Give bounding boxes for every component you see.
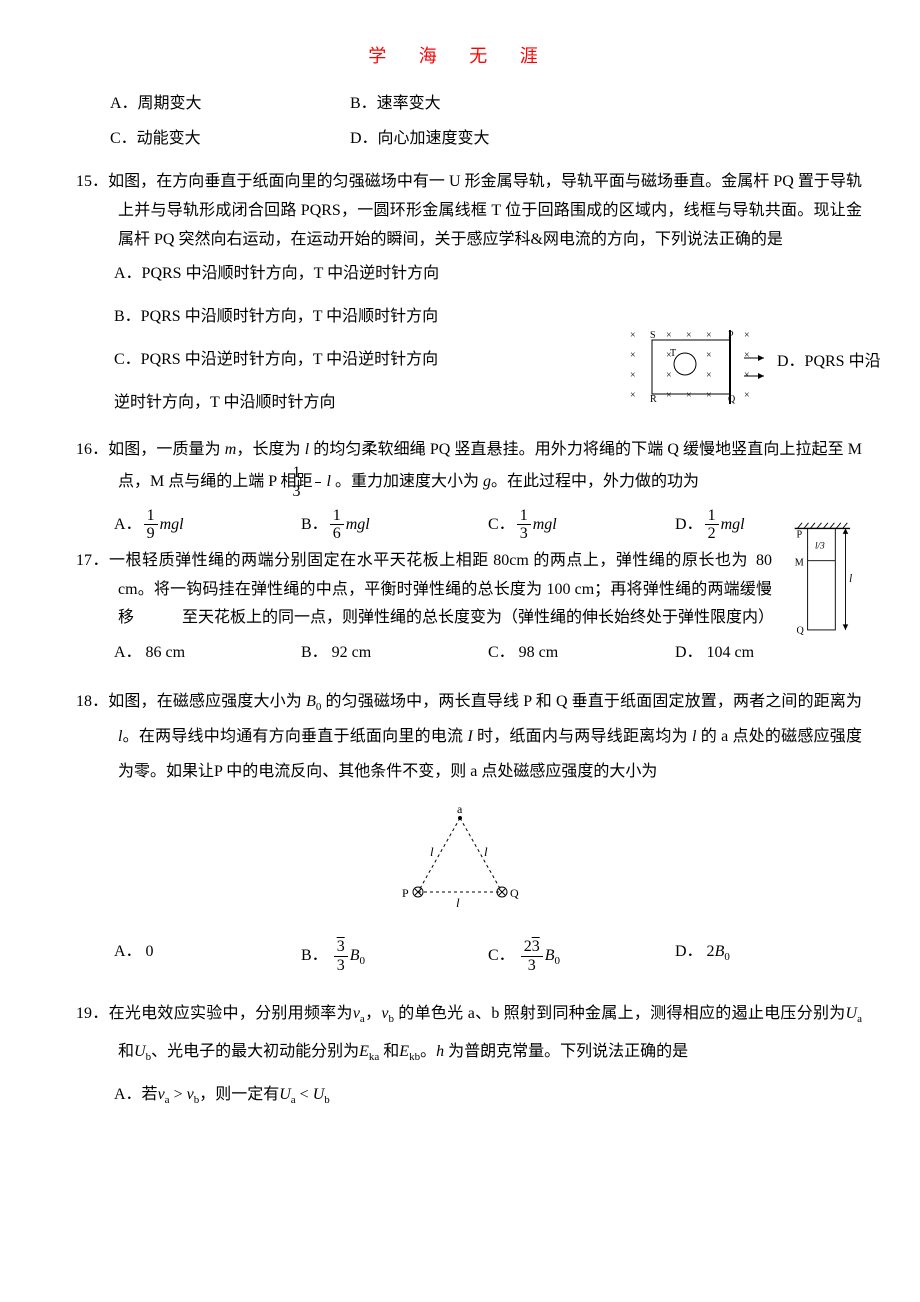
svg-text:×: × bbox=[706, 370, 712, 381]
q16-options: A．19mgl B．16mgl C．13mgl D．12mgl bbox=[58, 507, 862, 543]
q18-container: 18．如图，在磁感应强度大小为 B0 的匀强磁场中，两长直导线 P 和 Q 垂直… bbox=[58, 684, 862, 975]
svg-text:S: S bbox=[650, 330, 656, 341]
svg-text:M: M bbox=[795, 557, 804, 568]
q19-t2: ， bbox=[365, 1005, 382, 1022]
svg-text:a: a bbox=[457, 804, 463, 816]
svg-text:×: × bbox=[744, 350, 750, 361]
q16-opt-c: C．13mgl bbox=[488, 507, 675, 543]
q19-t4: 和 bbox=[118, 1043, 134, 1060]
q19-t5: 、光电子的最大初动能分别为 bbox=[151, 1043, 359, 1060]
q14-opt-c: C．动能变大 bbox=[110, 125, 350, 154]
svg-text:×: × bbox=[630, 390, 636, 401]
svg-text:×: × bbox=[706, 330, 712, 341]
svg-text:×: × bbox=[706, 350, 712, 361]
svg-text:×: × bbox=[630, 350, 636, 361]
q14-opt-d: D．向心加速度变大 bbox=[350, 125, 862, 154]
q14-opt-b: B．速率变大 bbox=[350, 90, 862, 119]
q16-t2: ，长度为 bbox=[236, 441, 304, 458]
q19-container: 19．在光电效应实验中，分别用频率为νa，νb 的单色光 a、b 照射到同种金属… bbox=[58, 995, 862, 1113]
svg-text:×: × bbox=[744, 330, 750, 341]
svg-text:P: P bbox=[797, 529, 803, 540]
svg-text:P: P bbox=[402, 886, 409, 900]
q17-opt-a: A． 86 cm bbox=[114, 639, 301, 668]
svg-text:×: × bbox=[686, 390, 692, 401]
q18-body: 18．如图，在磁感应强度大小为 B0 的匀强磁场中，两长直导线 P 和 Q 垂直… bbox=[100, 684, 862, 790]
svg-text:T: T bbox=[670, 348, 676, 359]
q18-opt-b: B． 33B0 bbox=[301, 938, 488, 974]
q16-q17-container: 16．如图，一质量为 m，长度为 l 的均匀柔软细绳 PQ 竖直悬挂。用外力将绳… bbox=[58, 436, 862, 668]
q18-triangle-diagram: a P Q l l l bbox=[58, 804, 862, 925]
q14-opt-a: A．周期变大 bbox=[110, 90, 350, 119]
q16-t5: 。在此过程中，外力做的功为 bbox=[491, 473, 699, 490]
q15-num: 15． bbox=[76, 173, 108, 190]
q15-body: 15．如图，在方向垂直于纸面向里的匀强磁场中有一 U 形金属导轨，导轨平面与磁场… bbox=[100, 168, 862, 254]
q17-options: A． 86 cm B． 92 cm C． 98 cm D． 104 cm bbox=[58, 639, 862, 668]
svg-text:×: × bbox=[706, 390, 712, 401]
svg-text:×: × bbox=[666, 370, 672, 381]
q19-t1: 在光电效应实验中，分别用频率为 bbox=[109, 1005, 353, 1022]
q14-options-row2: C．动能变大 D．向心加速度变大 bbox=[58, 125, 862, 154]
q18-opt-d: D． 2B0 bbox=[675, 938, 862, 974]
q17-rope-diagram: P M Q l/3 l bbox=[792, 521, 862, 641]
q17-opt-b: B． 92 cm bbox=[301, 639, 488, 668]
q18-opt-a: A． 0 bbox=[114, 938, 301, 974]
q19-t6: 和 bbox=[379, 1043, 399, 1060]
q18-t4: 时，纸面内与两导线距离均为 bbox=[473, 728, 692, 745]
q16-num: 16． bbox=[76, 441, 108, 458]
q17-opt-c: C． 98 cm bbox=[488, 639, 675, 668]
q19-t3: 的单色光 a、b 照射到同种金属上，测得相应的遏止电压分别为 bbox=[394, 1005, 846, 1022]
q16-opt-a: A．19mgl bbox=[114, 507, 301, 543]
q15-circuit-diagram: ×S×××P× ×××× ×××× ××××× RQ T bbox=[622, 326, 777, 416]
q18-opt-c: C． 233B0 bbox=[488, 938, 675, 974]
q16-opt-b: B．16mgl bbox=[301, 507, 488, 543]
q15-text: 如图，在方向垂直于纸面向里的匀强磁场中有一 U 形金属导轨，导轨平面与磁场垂直。… bbox=[108, 173, 862, 248]
q16-body: 16．如图，一质量为 m，长度为 l 的均匀柔软细绳 PQ 竖直悬挂。用外力将绳… bbox=[100, 436, 862, 501]
q17-text: 一根轻质弹性绳的两端分别固定在水平天花板上相距 80cm 的两点上，弹性绳的原长… bbox=[109, 552, 774, 627]
q14-options-row1: A．周期变大 B．速率变大 bbox=[58, 90, 862, 119]
q19-t8: 为普朗克常量。下列说法正确的是 bbox=[444, 1043, 688, 1060]
q16-t1: 如图，一质量为 bbox=[108, 441, 225, 458]
page-header-motto: 学 海 无 涯 bbox=[58, 40, 862, 72]
q15-opt-d-prefix: D．PQRS 中沿 bbox=[777, 348, 917, 377]
q18-t3: 。在两导线中均通有方向垂直于纸面向里的电流 bbox=[122, 728, 467, 745]
svg-text:×: × bbox=[686, 330, 692, 341]
q18-num: 18． bbox=[76, 693, 108, 710]
q17-body: 17．一根轻质弹性绳的两端分别固定在水平天花板上相距 80cm 的两点上，弹性绳… bbox=[100, 547, 862, 633]
svg-text:×: × bbox=[666, 390, 672, 401]
svg-text:Q: Q bbox=[510, 886, 519, 900]
svg-text:l/3: l/3 bbox=[815, 540, 825, 550]
svg-text:R: R bbox=[650, 394, 657, 405]
q17-num: 17． bbox=[76, 552, 109, 569]
q15-opt-a: A．PQRS 中沿顺时针方向，T 中沿逆时针方向 bbox=[58, 260, 862, 289]
q19-body: 19．在光电效应实验中，分别用频率为νa，νb 的单色光 a、b 照射到同种金属… bbox=[100, 995, 862, 1072]
svg-text:l: l bbox=[484, 844, 488, 859]
q16-t4: 。重力加速度大小为 bbox=[335, 473, 483, 490]
svg-text:×: × bbox=[630, 370, 636, 381]
svg-text:×: × bbox=[666, 330, 672, 341]
q19-opt-a: A．若νa > νb，则一定有Ua < Ub bbox=[58, 1077, 862, 1112]
q17-opt-d: D． 104 cm bbox=[675, 639, 862, 668]
q19-t7: 。 bbox=[420, 1043, 436, 1060]
svg-text:l: l bbox=[849, 573, 852, 585]
svg-text:l: l bbox=[430, 844, 434, 859]
svg-text:l: l bbox=[456, 895, 460, 910]
q18-options: A． 0 B． 33B0 C． 233B0 D． 2B0 bbox=[58, 938, 862, 974]
q18-t2: 的匀强磁场中，两长直导线 P 和 Q 垂直于纸面固定放置，两者之间的距离为 bbox=[321, 693, 862, 710]
svg-text:Q: Q bbox=[797, 625, 805, 636]
svg-text:×: × bbox=[630, 330, 636, 341]
svg-text:×: × bbox=[744, 390, 750, 401]
q18-t1: 如图，在磁感应强度大小为 bbox=[108, 693, 306, 710]
q15-container: 15．如图，在方向垂直于纸面向里的匀强磁场中有一 U 形金属导轨，导轨平面与磁场… bbox=[58, 168, 862, 418]
q19-num: 19． bbox=[76, 1005, 109, 1022]
